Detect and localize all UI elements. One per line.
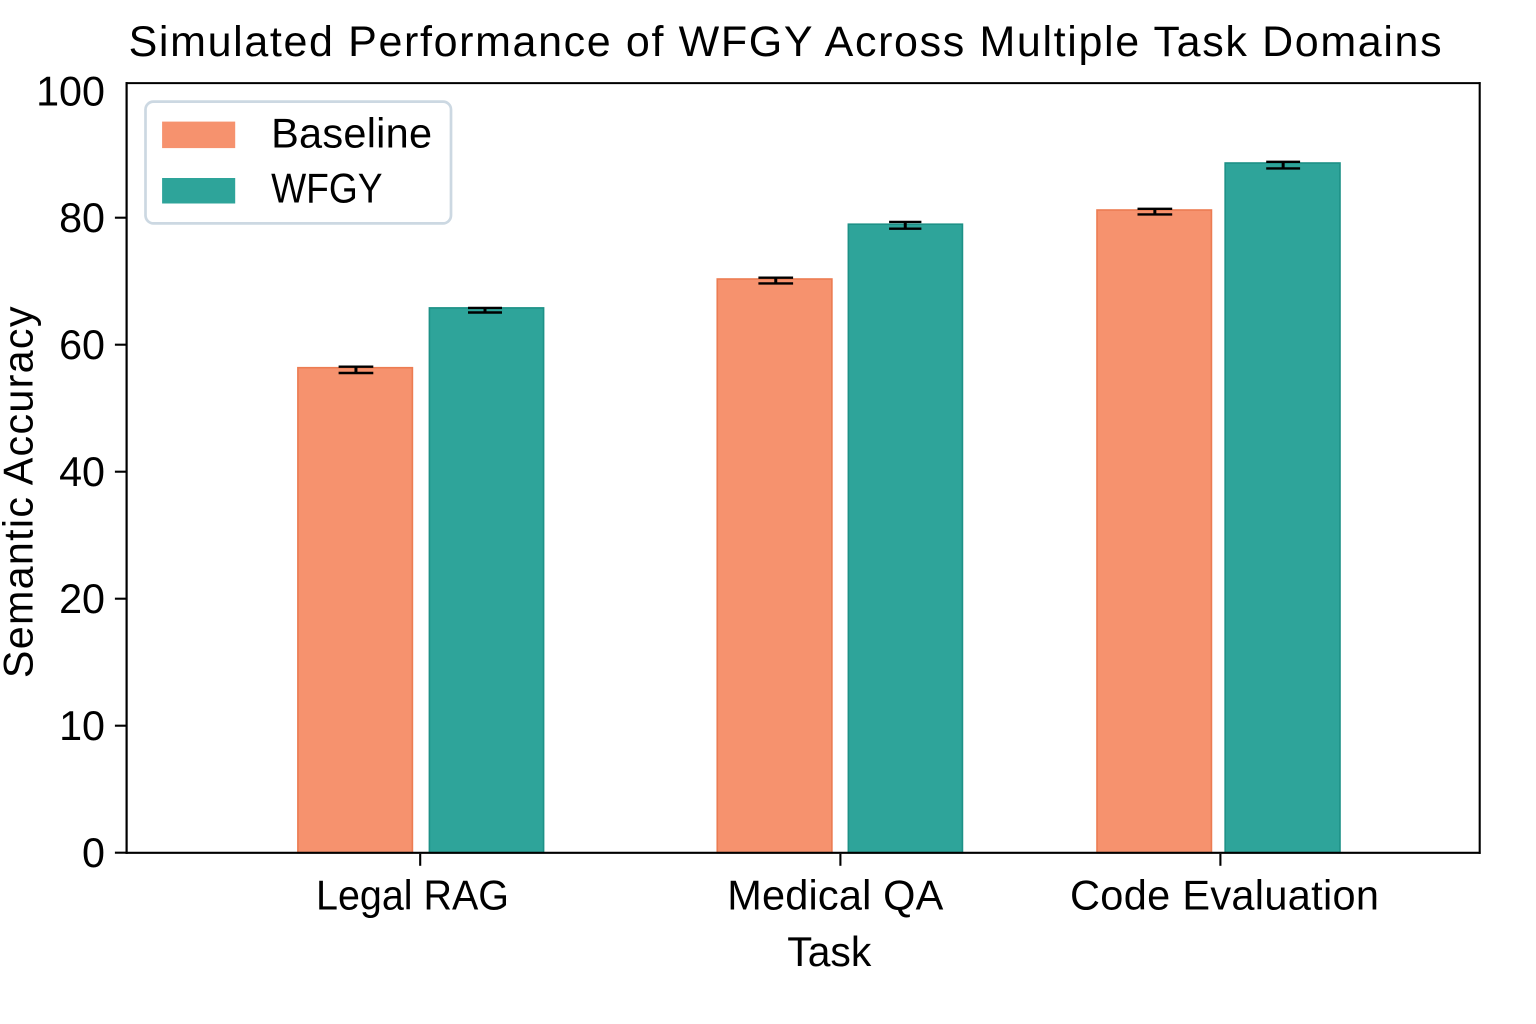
svg-text:Medical QA: Medical QA (727, 871, 943, 918)
svg-text:60: 60 (59, 322, 105, 368)
svg-text:Legal RAG: Legal RAG (316, 871, 509, 918)
svg-text:Baseline: Baseline (271, 110, 432, 157)
svg-text:Task: Task (787, 928, 871, 975)
svg-text:20: 20 (59, 576, 105, 622)
svg-text:40: 40 (59, 449, 105, 495)
svg-text:WFGY: WFGY (271, 164, 383, 211)
svg-text:Code Evaluation: Code Evaluation (1070, 871, 1379, 918)
svg-text:Simulated Performance of WFGY: Simulated Performance of WFGY Across Mul… (129, 18, 1442, 66)
svg-text:100: 100 (36, 69, 105, 115)
svg-text:Semantic Accuracy: Semantic Accuracy (0, 306, 42, 678)
svg-text:10: 10 (59, 703, 105, 749)
svg-text:0: 0 (82, 830, 105, 876)
svg-text:80: 80 (59, 195, 105, 241)
